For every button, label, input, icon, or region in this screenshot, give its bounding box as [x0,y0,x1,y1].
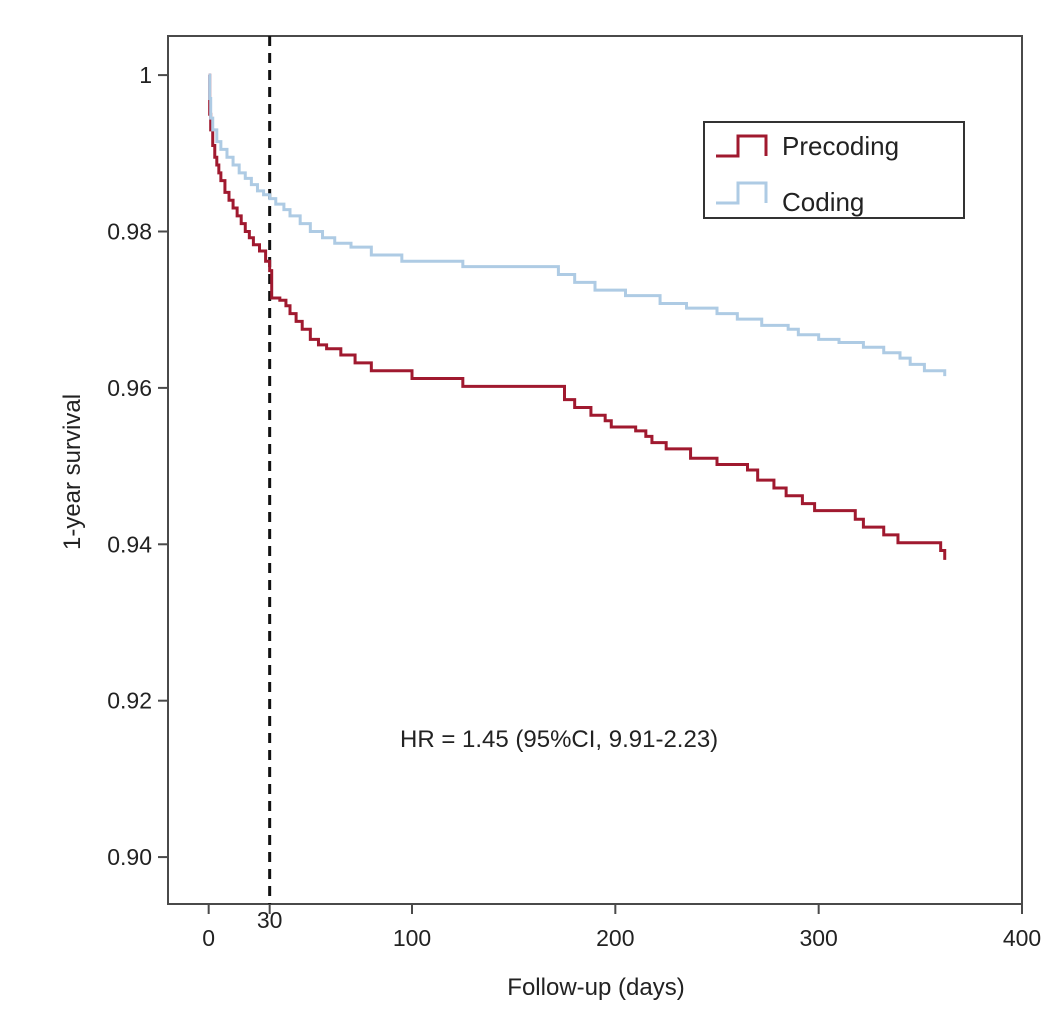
legend-label-coding: Coding [782,187,864,217]
hazard-ratio-annotation: HR = 1.45 (95%CI, 9.91-2.23) [400,726,718,753]
x-tick-label: 200 [596,925,634,951]
y-axis-title: 1-year survival [59,394,86,550]
y-tick-label: 0.98 [107,218,152,244]
x-tick-label: 0 [202,925,215,951]
y-tick-label: 0.92 [107,688,152,714]
y-axis: 0.90 0.92 0.94 0.96 0.98 1 [107,62,168,870]
legend: Precoding Coding [703,121,965,219]
legend-swatch-coding [716,181,768,205]
x-axis-title: Follow-up (days) [507,974,684,1001]
plot-frame [167,35,1023,905]
legend-label-precoding: Precoding [782,131,899,161]
legend-swatch-precoding [716,134,768,158]
x-tick-label: 400 [1003,925,1041,951]
y-tick-label: 1 [139,62,152,88]
series-line-coding [208,73,947,377]
legend-box [703,121,965,219]
x-tick-label: 100 [393,925,431,951]
y-tick-label: 0.94 [107,531,152,557]
x-tick-label: 300 [799,925,837,951]
series-layer [208,73,947,560]
y-tick-label: 0.90 [107,844,152,870]
series-line-precoding [208,73,947,560]
x-tick-label: 30 [257,907,283,933]
x-axis: 0 30 100 200 300 400 [202,904,1041,951]
y-tick-label: 0.96 [107,375,152,401]
